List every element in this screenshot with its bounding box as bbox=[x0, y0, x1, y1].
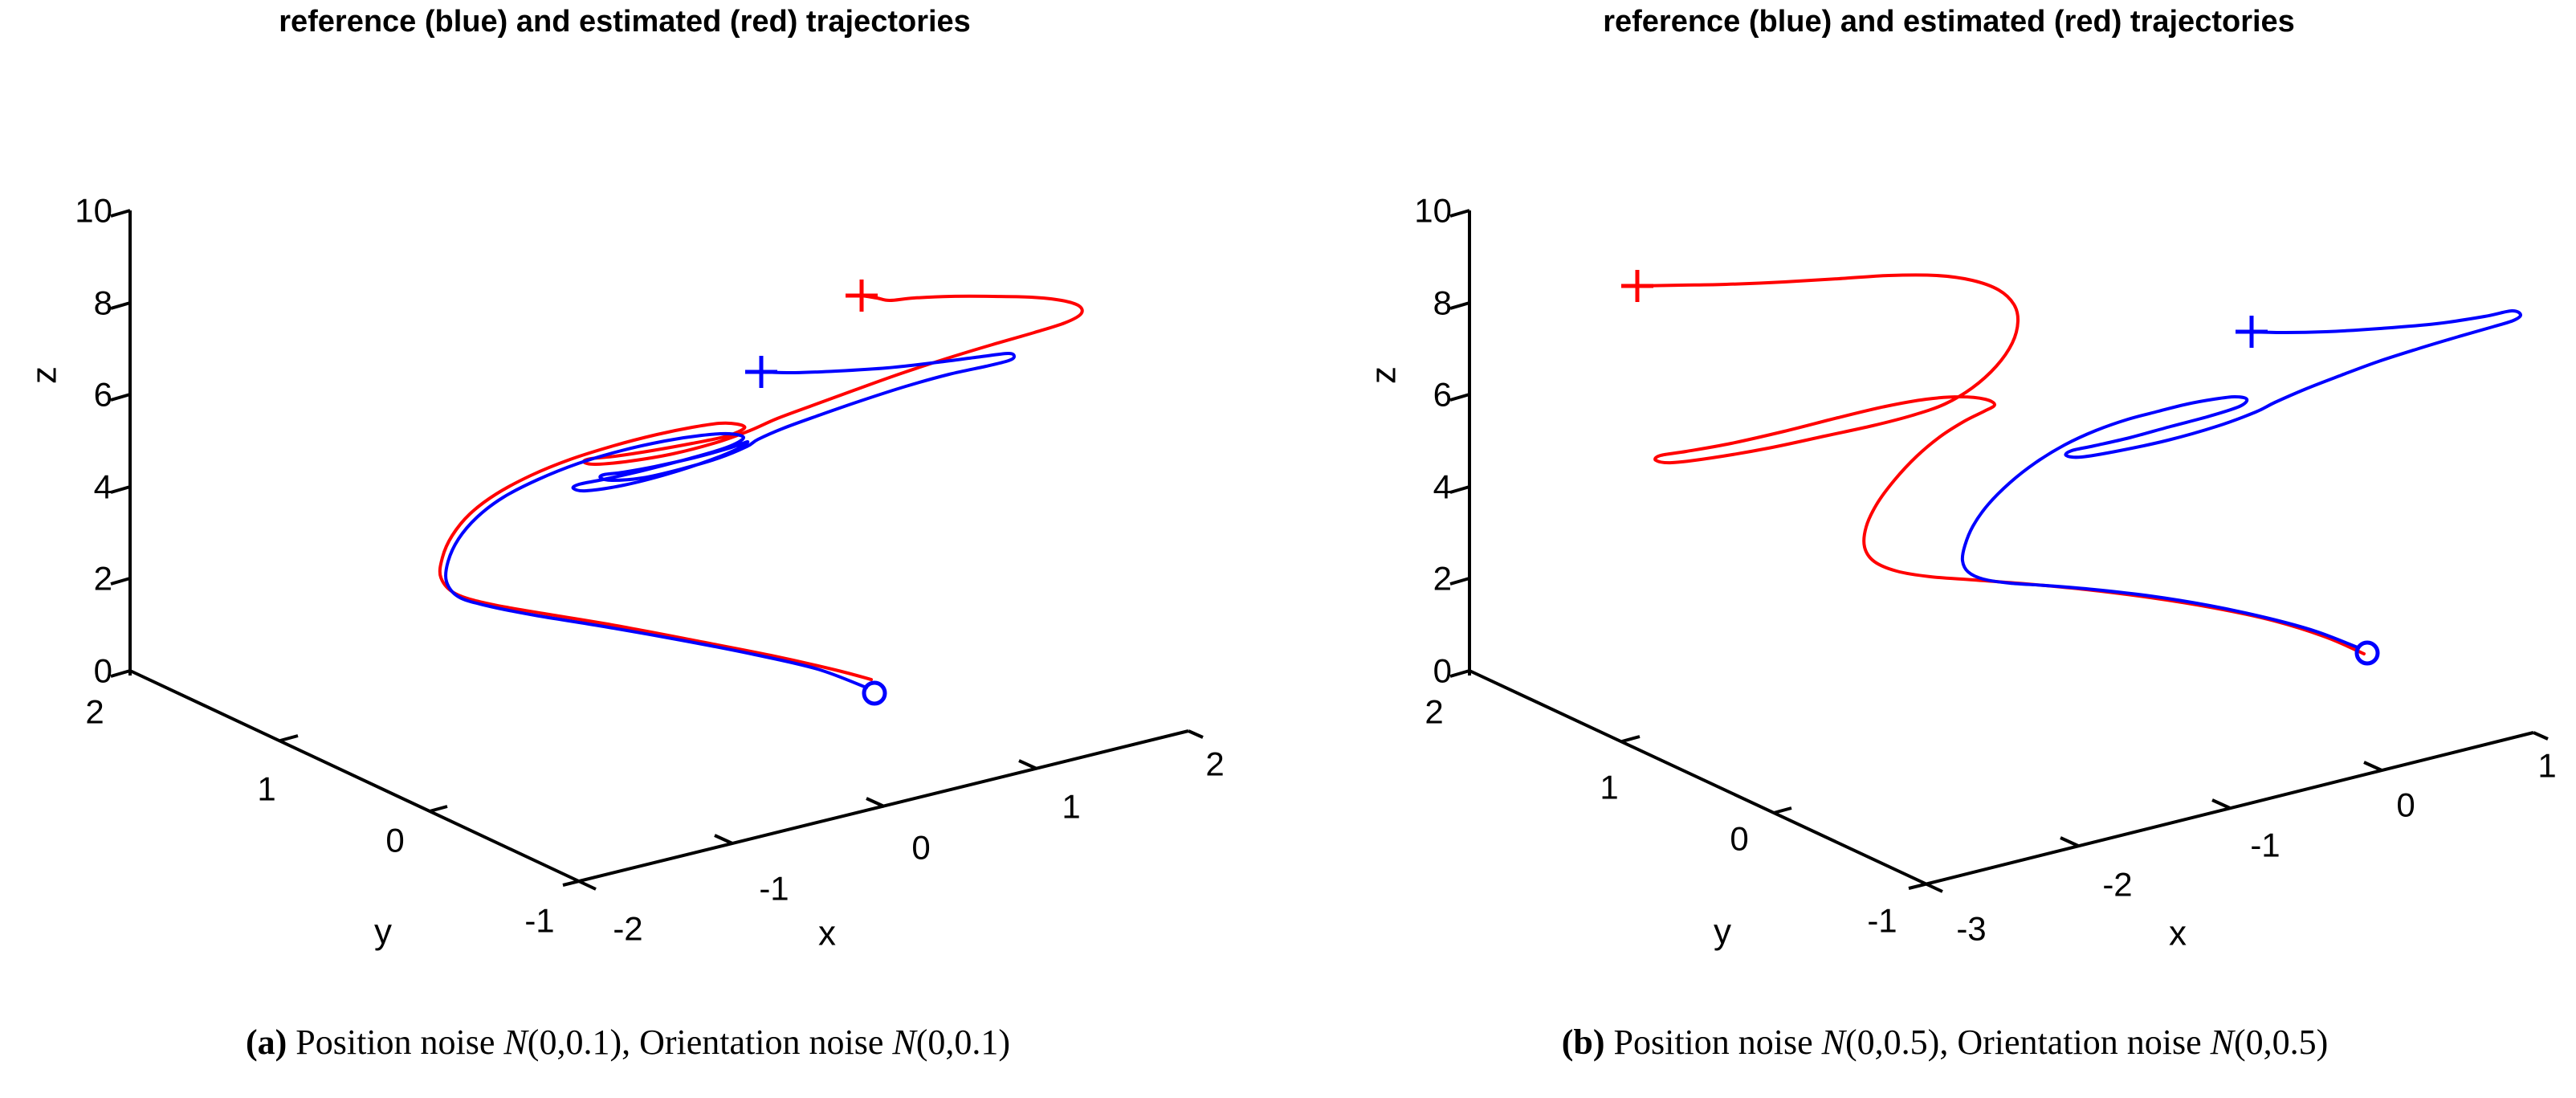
axis-label: 10 bbox=[1414, 192, 1452, 230]
axis-tick bbox=[1449, 669, 1470, 678]
axis-tick bbox=[110, 209, 131, 218]
start-circle-marker bbox=[2354, 640, 2380, 666]
axis-label: -2 bbox=[2102, 866, 2132, 904]
axis-label: 2 bbox=[94, 560, 112, 598]
axis-label: z bbox=[25, 366, 64, 384]
axis-tick bbox=[429, 805, 448, 813]
caption-text: (0,0.1) bbox=[527, 1022, 622, 1062]
axis-label: 0 bbox=[1730, 820, 1748, 858]
end-plus-marker bbox=[846, 280, 878, 312]
plot-b-title: reference (blue) and estimated (red) tra… bbox=[1603, 5, 2295, 39]
axis-tick bbox=[714, 834, 733, 845]
caption-text: (0,0.1) bbox=[915, 1022, 1011, 1062]
axis-label: x bbox=[2169, 914, 2187, 953]
axis-tick bbox=[110, 393, 131, 402]
axis-label: z bbox=[1364, 366, 1404, 384]
plot-a-caption: (a) Position noise N(0,0.1), Orientation… bbox=[246, 1022, 1010, 1063]
caption-text: (0,0.5) bbox=[1845, 1022, 1940, 1062]
end-plus-marker bbox=[1621, 270, 1653, 302]
axis-label: 2 bbox=[1205, 745, 1224, 783]
axis-label: 2 bbox=[1425, 693, 1443, 731]
caption-math-symbol: N bbox=[1821, 1022, 1846, 1062]
caption-math-symbol: N bbox=[892, 1022, 916, 1062]
trajectory-line bbox=[1960, 308, 2522, 649]
axis-tick bbox=[2363, 761, 2382, 772]
plot-b-series-estimated bbox=[1621, 270, 2366, 655]
axis-label: -1 bbox=[2250, 827, 2280, 864]
end-plus-marker bbox=[745, 356, 777, 388]
caption-text: Position noise bbox=[287, 1022, 504, 1062]
axis-tick bbox=[110, 485, 131, 494]
axis-label: 10 bbox=[75, 192, 112, 230]
axis-label: 0 bbox=[385, 822, 404, 859]
trajectory-line bbox=[444, 351, 1017, 689]
axis-label: 1 bbox=[1062, 788, 1080, 826]
axis-tick bbox=[1449, 209, 1470, 218]
axis-label: x bbox=[818, 914, 836, 953]
axis-label: 6 bbox=[1433, 376, 1452, 414]
axis-tick bbox=[279, 734, 299, 742]
plot-a-title: reference (blue) and estimated (red) tra… bbox=[279, 5, 971, 39]
axis-tick bbox=[2211, 798, 2231, 810]
axis-tick bbox=[1018, 759, 1037, 770]
plot-b-series-reference bbox=[1960, 308, 2522, 666]
plot-a-series-reference bbox=[444, 351, 1017, 706]
axis-tick bbox=[110, 669, 131, 678]
axis-tick bbox=[2060, 836, 2079, 847]
axis-label: -2 bbox=[613, 910, 642, 948]
axis-label: 4 bbox=[94, 468, 112, 506]
caption-math-symbol: N bbox=[503, 1022, 528, 1062]
caption-text: , Orientation noise bbox=[1939, 1022, 2211, 1062]
axis-tick bbox=[110, 577, 131, 586]
caption-math-symbol: N bbox=[2210, 1022, 2234, 1062]
axis-tick bbox=[1449, 485, 1470, 494]
start-circle-marker bbox=[862, 680, 887, 706]
axis-label: 8 bbox=[94, 284, 112, 322]
caption-index-label: (b) bbox=[1561, 1022, 1605, 1062]
axis-label: 1 bbox=[2537, 747, 2556, 785]
axis-label: y bbox=[1714, 912, 1731, 952]
axis-label: 4 bbox=[1433, 468, 1452, 506]
caption-index-label: (a) bbox=[245, 1022, 287, 1062]
caption-text: (0,0.5) bbox=[2233, 1022, 2329, 1062]
axis-tick bbox=[1621, 735, 1641, 743]
trajectory-line bbox=[1636, 273, 2366, 655]
axis-label: 2 bbox=[85, 693, 104, 731]
caption-text: Position noise bbox=[1604, 1022, 1822, 1062]
trajectory-line bbox=[438, 294, 1084, 681]
axis-tick bbox=[1773, 806, 1792, 814]
axis-label: 0 bbox=[94, 652, 112, 690]
axis-label: -1 bbox=[1867, 902, 1897, 940]
axis-tick bbox=[1449, 393, 1470, 402]
plot-b-caption: (b) Position noise N(0,0.5), Orientation… bbox=[1562, 1022, 2329, 1063]
axis-label: 2 bbox=[1433, 560, 1452, 598]
axis-label: -1 bbox=[759, 870, 789, 908]
axis-label: 0 bbox=[1433, 652, 1452, 690]
axis-tick bbox=[110, 301, 131, 310]
axis-label: y bbox=[374, 912, 392, 952]
axis-tick bbox=[1449, 577, 1470, 586]
axis-tick bbox=[1449, 301, 1470, 310]
axis-label: -3 bbox=[1956, 910, 1986, 948]
axis-label: 6 bbox=[94, 376, 112, 414]
caption-text: , Orientation noise bbox=[622, 1022, 893, 1062]
axis-label: 1 bbox=[257, 770, 275, 808]
axis-label: 1 bbox=[1600, 769, 1618, 806]
end-plus-marker bbox=[2236, 316, 2268, 348]
axis-label: -1 bbox=[524, 902, 554, 940]
axis-label: 8 bbox=[1433, 284, 1452, 322]
axis-label: 0 bbox=[2396, 786, 2415, 824]
axis-tick bbox=[866, 797, 885, 808]
axis-label: 0 bbox=[911, 829, 930, 867]
